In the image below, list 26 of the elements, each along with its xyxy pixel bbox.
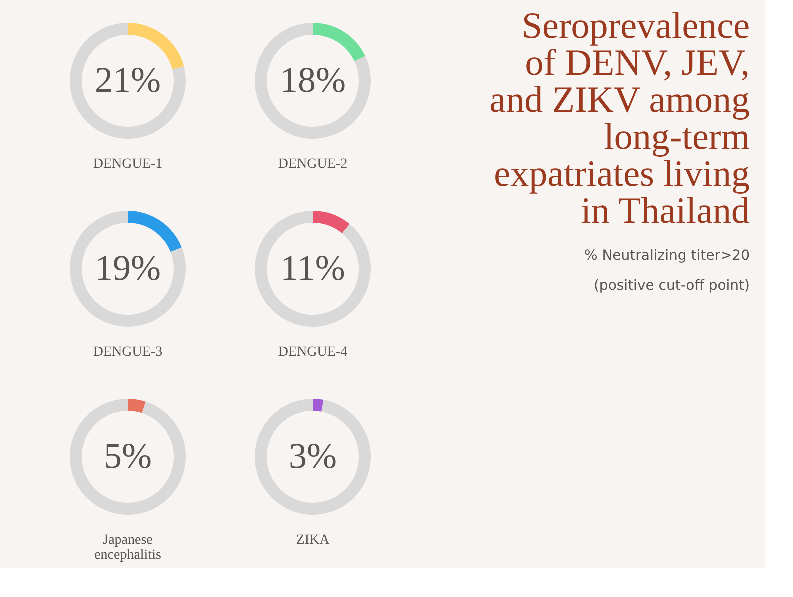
donut-slice bbox=[255, 23, 371, 139]
donut-slice bbox=[255, 211, 371, 327]
text: DENGUE-4 bbox=[278, 345, 348, 360]
donut-slice bbox=[313, 23, 366, 62]
donut-slice bbox=[313, 211, 350, 234]
text: Seroprevalence of DENV, JEV, and ZIKV among long-term expatriates living in Thailand bbox=[490, 6, 750, 232]
donut-slice bbox=[128, 23, 184, 70]
text: DENGUE-2 bbox=[278, 157, 348, 172]
data-label: 21% bbox=[95, 60, 161, 100]
donut-slice bbox=[128, 399, 146, 414]
donut-slice bbox=[70, 211, 186, 327]
text: ZIKA bbox=[296, 533, 331, 548]
data-label: 3% bbox=[289, 436, 337, 476]
data-label: 5% bbox=[104, 436, 152, 476]
donut-slice bbox=[128, 211, 182, 252]
text: % Neutralizing titer>20 (positive cut-off point) bbox=[584, 248, 750, 294]
data-label: 11% bbox=[280, 248, 346, 288]
donut-slice bbox=[313, 399, 324, 412]
text: DENGUE-1 bbox=[93, 157, 163, 172]
data-label: 18% bbox=[280, 60, 346, 100]
data-label: 19% bbox=[95, 248, 161, 288]
text: Japanese encephalitis bbox=[94, 533, 162, 563]
donut-slice bbox=[255, 399, 371, 515]
text: DENGUE-3 bbox=[93, 345, 163, 360]
donut-slice bbox=[70, 23, 186, 139]
donut-slice bbox=[70, 399, 186, 515]
